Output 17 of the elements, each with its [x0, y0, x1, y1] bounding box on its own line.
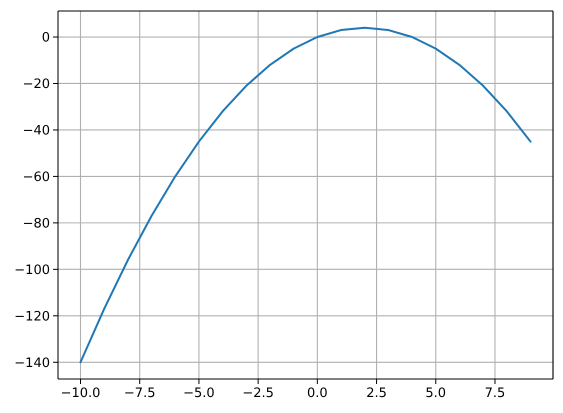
y-tick-label: −80	[22, 216, 50, 232]
x-tick-label: −7.5	[124, 386, 156, 402]
y-tick-label: −100	[14, 262, 50, 278]
x-tick-label: −2.5	[242, 386, 274, 402]
y-tick-label: −20	[22, 77, 50, 92]
y-tick-label: 0	[42, 30, 50, 46]
x-tick-label: 7.5	[484, 386, 506, 402]
x-tick-label: 0.0	[307, 386, 328, 402]
y-tick-label: −40	[22, 124, 50, 139]
x-tick-label: 5.0	[425, 386, 446, 402]
y-tick-label: −120	[14, 309, 50, 324]
x-tick-label: −5.0	[183, 386, 215, 402]
x-tick-label: −10.0	[60, 386, 100, 402]
y-tick-label: −60	[22, 170, 50, 186]
line-series	[80, 26, 532, 364]
x-tick-label: 2.5	[366, 386, 387, 402]
y-tick-label: −140	[14, 356, 50, 371]
